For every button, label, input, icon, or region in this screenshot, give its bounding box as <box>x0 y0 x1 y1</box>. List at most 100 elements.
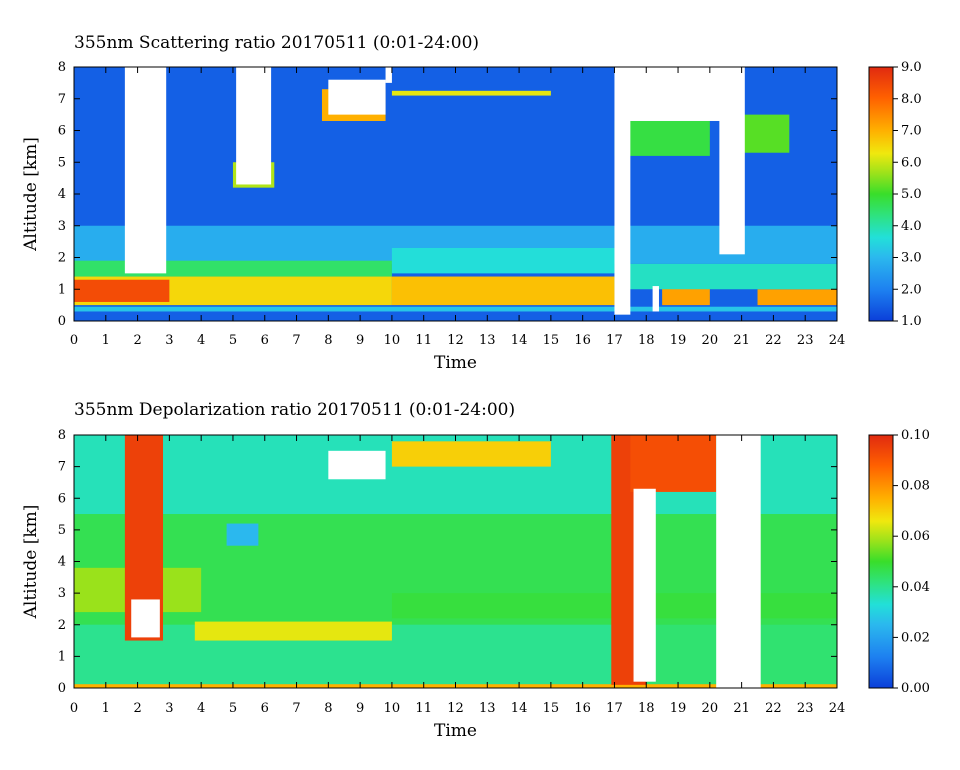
colorbar-tick-label: 0.06 <box>901 529 930 544</box>
x-tick-label: 9 <box>356 333 364 348</box>
y-tick-label: 7 <box>58 460 66 475</box>
x-tick-label: 0 <box>70 701 78 716</box>
y-tick-label: 0 <box>58 681 66 696</box>
heatmap-plot <box>74 435 837 688</box>
y-axis-label: Altitude [km] <box>21 137 41 252</box>
x-tick-label: 1 <box>102 333 110 348</box>
y-tick-label: 6 <box>58 491 66 506</box>
heatmap-cell <box>74 306 837 312</box>
heatmap-cell <box>391 441 551 467</box>
heatmap-cell <box>630 435 717 492</box>
x-tick-label: 15 <box>543 333 560 348</box>
heatmap-cell <box>74 260 392 277</box>
heatmap-cell <box>757 289 837 306</box>
heatmap-plot <box>74 67 837 321</box>
heatmap-cell <box>391 247 615 274</box>
y-axis: 0 1 2 3 4 5 6 7 8 <box>58 428 837 696</box>
x-tick-label: 16 <box>574 701 591 716</box>
missing-data-region <box>328 79 386 115</box>
x-tick-label: 15 <box>543 701 560 716</box>
missing-data-region <box>236 67 272 185</box>
missing-data-region <box>328 450 386 480</box>
x-tick-label: 17 <box>606 701 623 716</box>
y-tick-label: 7 <box>58 92 66 107</box>
missing-data-region <box>719 67 745 255</box>
colorbar-tick-label: 9.0 <box>901 60 922 75</box>
x-tick-label: 5 <box>229 701 237 716</box>
colorbar-tick-label: 1.0 <box>901 314 922 329</box>
y-tick-label: 0 <box>58 314 66 329</box>
colorbar-tick-label: 0.10 <box>901 428 930 443</box>
x-axis-label: Time <box>434 721 477 741</box>
x-tick-label: 18 <box>638 701 655 716</box>
x-tick-label: 2 <box>133 701 141 716</box>
x-tick-label: 12 <box>447 701 464 716</box>
y-tick-label: 1 <box>58 282 66 297</box>
heatmap-cell <box>391 90 551 96</box>
missing-data-region <box>716 435 761 688</box>
x-tick-label: 2 <box>133 333 141 348</box>
x-tick-label: 20 <box>702 333 719 348</box>
x-tick-label: 22 <box>765 701 782 716</box>
x-tick-label: 21 <box>733 701 750 716</box>
missing-data-region <box>614 67 631 315</box>
scattering-ratio-panel: 355nm Scattering ratio 20170511 (0:01-24… <box>21 33 922 373</box>
y-tick-label: 5 <box>58 155 66 170</box>
x-tick-label: 8 <box>324 701 332 716</box>
x-tick-label: 24 <box>829 701 846 716</box>
y-tick-label: 1 <box>58 649 66 664</box>
colorbar-tick-label: 6.0 <box>901 155 922 170</box>
colorbar-tick-label: 0.08 <box>901 479 930 494</box>
x-tick-label: 21 <box>733 333 750 348</box>
colorbar-gradient <box>868 66 894 322</box>
x-tick-label: 20 <box>702 701 719 716</box>
missing-data-region <box>623 67 726 121</box>
x-tick-label: 5 <box>229 333 237 348</box>
heatmap-cell <box>662 286 710 306</box>
x-tick-label: 11 <box>415 333 432 348</box>
colorbar-tick-label: 0.02 <box>901 630 930 645</box>
heatmap-cell <box>226 523 259 546</box>
x-tick-label: 3 <box>165 701 173 716</box>
colorbar-tick-label: 0.00 <box>901 681 930 696</box>
x-tick-label: 0 <box>70 333 78 348</box>
chart-title: 355nm Scattering ratio 20170511 (0:01-24… <box>74 33 479 53</box>
x-tick-label: 10 <box>384 333 401 348</box>
heatmap-cell <box>194 621 392 641</box>
heatmap-cell <box>614 263 837 290</box>
x-tick-label: 4 <box>197 333 205 348</box>
x-tick-label: 22 <box>765 333 782 348</box>
x-tick-label: 1 <box>102 701 110 716</box>
x-tick-label: 23 <box>797 701 814 716</box>
colorbar-gradient <box>868 434 894 689</box>
y-tick-label: 8 <box>58 60 66 75</box>
depolarization-ratio-panel: 355nm Depolarization ratio 20170511 (0:0… <box>21 400 930 741</box>
y-tick-label: 4 <box>58 555 66 570</box>
x-tick-label: 13 <box>479 333 496 348</box>
x-tick-label: 19 <box>670 333 687 348</box>
x-tick-label: 9 <box>356 701 364 716</box>
missing-data-region <box>633 488 656 682</box>
x-tick-label: 10 <box>384 701 401 716</box>
x-tick-label: 24 <box>829 333 846 348</box>
y-tick-label: 3 <box>58 586 66 601</box>
y-tick-label: 5 <box>58 523 66 538</box>
x-tick-label: 18 <box>638 333 655 348</box>
colorbar-tick-label: 3.0 <box>901 251 922 266</box>
colorbar: 1.0 2.0 3.0 4.0 5.0 6.0 7.0 8.0 9.0 <box>868 60 922 329</box>
x-tick-label: 14 <box>511 701 528 716</box>
y-axis: 0 1 2 3 4 5 6 7 8 <box>58 60 837 329</box>
y-tick-label: 8 <box>58 428 66 443</box>
x-tick-label: 7 <box>292 701 300 716</box>
missing-data-region <box>652 286 659 312</box>
colorbar-tick-label: 2.0 <box>901 282 922 297</box>
colorbar-tick-label: 0.04 <box>901 580 930 595</box>
x-tick-label: 4 <box>197 701 205 716</box>
y-tick-label: 2 <box>58 618 66 633</box>
colorbar-tick-label: 5.0 <box>901 187 922 202</box>
x-tick-label: 6 <box>261 333 269 348</box>
x-tick-label: 13 <box>479 701 496 716</box>
colorbar-tick-label: 7.0 <box>901 124 922 139</box>
chart-title: 355nm Depolarization ratio 20170511 (0:0… <box>74 400 515 420</box>
